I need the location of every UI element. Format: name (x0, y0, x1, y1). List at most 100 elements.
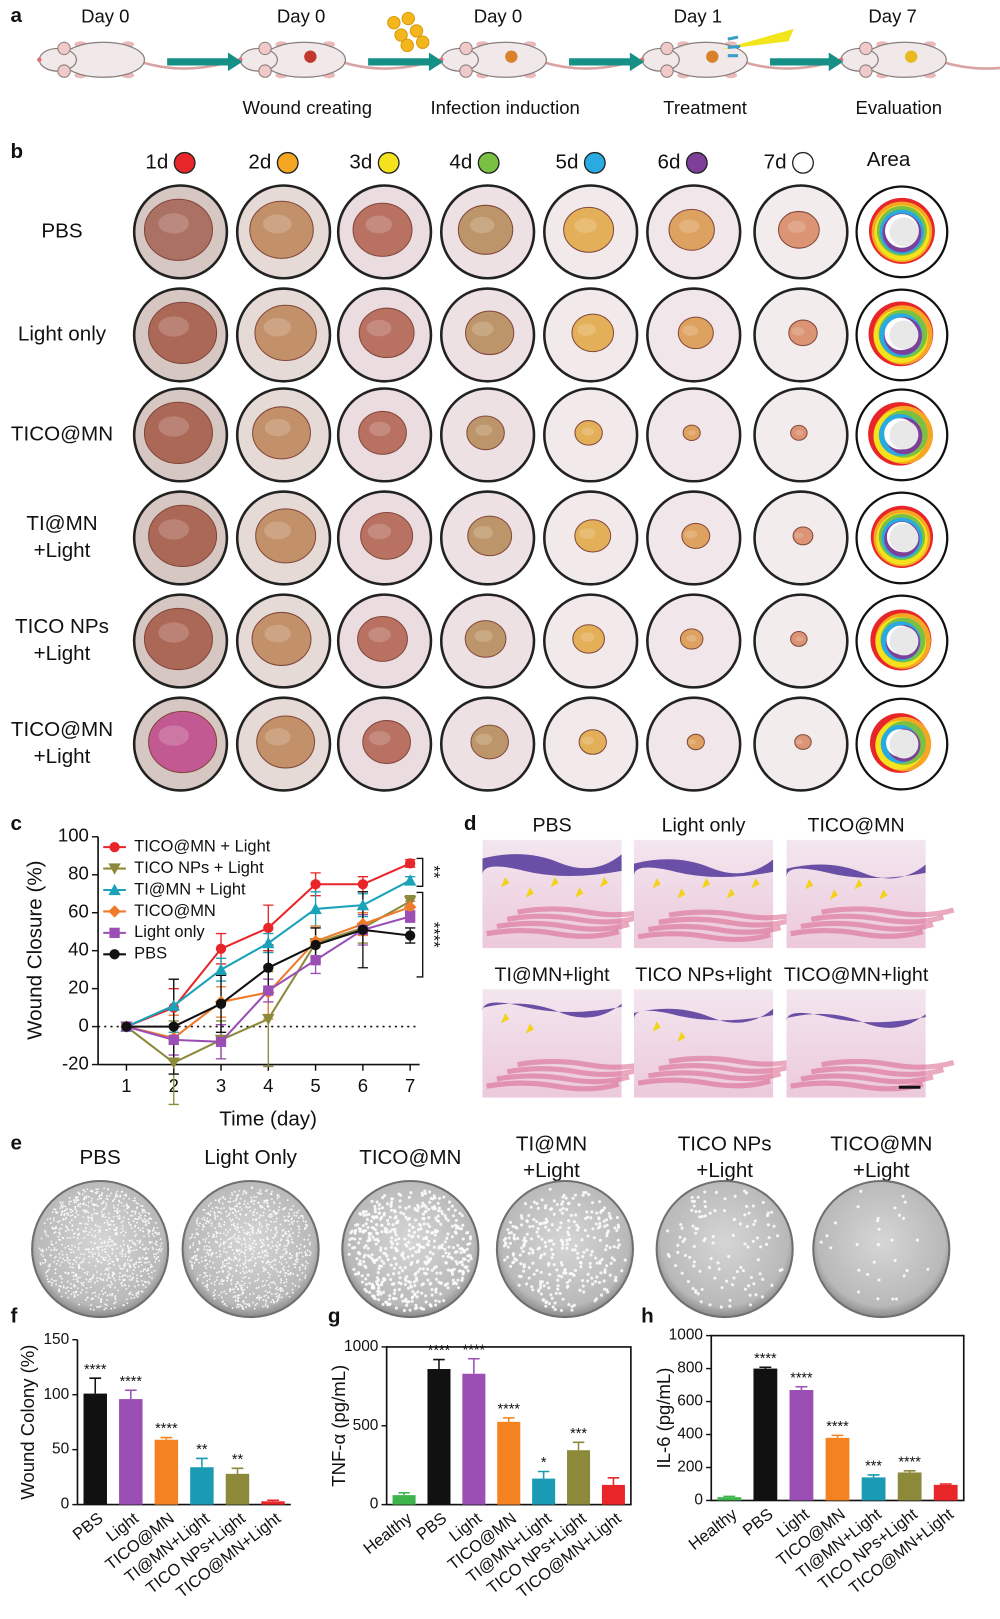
colony (64, 1205, 67, 1208)
mouse-head (641, 47, 680, 72)
colony (126, 1207, 128, 1210)
colony (252, 1211, 254, 1214)
colony (205, 1251, 208, 1254)
colony (209, 1202, 212, 1205)
colony (68, 1197, 71, 1199)
colony (368, 1290, 372, 1295)
colony (567, 1226, 571, 1230)
colony (63, 1259, 66, 1262)
colony (87, 1248, 90, 1251)
colony (115, 1229, 118, 1232)
colony (257, 1294, 260, 1297)
colony (108, 1227, 111, 1230)
colony (215, 1279, 218, 1282)
colony (264, 1268, 267, 1270)
wound (706, 50, 719, 63)
colony (560, 1263, 564, 1267)
colony (66, 1259, 69, 1262)
colony (198, 1240, 201, 1243)
colony (268, 1215, 270, 1218)
colony (100, 1278, 103, 1281)
colony (90, 1228, 93, 1231)
series-marker (356, 898, 370, 911)
colony (692, 1244, 696, 1249)
colony (276, 1298, 279, 1300)
colony (94, 1204, 97, 1206)
colony (416, 1290, 420, 1294)
bacteria (409, 24, 424, 38)
colony (279, 1271, 281, 1274)
colony (460, 1227, 464, 1231)
colony (107, 1187, 109, 1190)
colony (141, 1279, 144, 1282)
colonies (347, 1189, 473, 1313)
colony (294, 1284, 297, 1287)
colony (532, 1217, 536, 1222)
colony (87, 1217, 90, 1220)
colony (573, 1193, 577, 1197)
colony (561, 1243, 565, 1247)
colony (142, 1248, 145, 1251)
colony (597, 1216, 601, 1220)
colony (391, 1272, 396, 1276)
colony (347, 1243, 351, 1247)
colony (86, 1188, 89, 1191)
colony (375, 1215, 379, 1219)
colony (542, 1298, 546, 1302)
colony (354, 1228, 358, 1233)
colony (124, 1263, 126, 1266)
day-label: 7d (764, 150, 787, 173)
colony (251, 1200, 254, 1203)
muscle-fiber (810, 913, 945, 925)
error-bar (468, 1357, 480, 1374)
colony (62, 1257, 64, 1260)
colony (50, 1240, 53, 1243)
colony (903, 1200, 907, 1204)
colony (406, 1286, 410, 1290)
colony (304, 1277, 306, 1279)
colony (752, 1282, 756, 1286)
colony (111, 1260, 114, 1263)
colony (229, 1207, 232, 1210)
colony (126, 1275, 129, 1278)
colony (369, 1232, 373, 1236)
colony (377, 1203, 381, 1207)
colony (282, 1228, 285, 1231)
colony (403, 1277, 407, 1281)
colony (576, 1256, 580, 1260)
colony (424, 1272, 428, 1276)
colony (833, 1221, 837, 1225)
colony (275, 1286, 278, 1288)
colony (258, 1221, 261, 1224)
colony (547, 1228, 551, 1232)
wound-bed (465, 310, 515, 356)
colony (282, 1208, 285, 1211)
colony (132, 1264, 135, 1267)
colony (115, 1257, 118, 1260)
significance: **** (425, 922, 443, 948)
colony (127, 1262, 130, 1265)
colony (506, 1228, 510, 1232)
colony (410, 1299, 414, 1303)
colony (434, 1299, 438, 1303)
colony (107, 1263, 110, 1266)
colony (99, 1238, 102, 1240)
colony (550, 1256, 554, 1260)
colony (453, 1208, 457, 1212)
colony (266, 1238, 269, 1241)
colony (523, 1202, 528, 1206)
bar (933, 1484, 958, 1501)
colony (261, 1241, 263, 1244)
colony (132, 1269, 135, 1271)
day-label: 1d (145, 150, 168, 173)
colony (265, 1223, 268, 1226)
colony (429, 1281, 433, 1285)
colony (90, 1213, 93, 1216)
colony (428, 1250, 432, 1254)
colony (77, 1213, 80, 1216)
colony (219, 1243, 222, 1245)
colony (216, 1276, 219, 1279)
colony (765, 1214, 769, 1218)
colony (595, 1275, 599, 1279)
colony (102, 1293, 105, 1296)
